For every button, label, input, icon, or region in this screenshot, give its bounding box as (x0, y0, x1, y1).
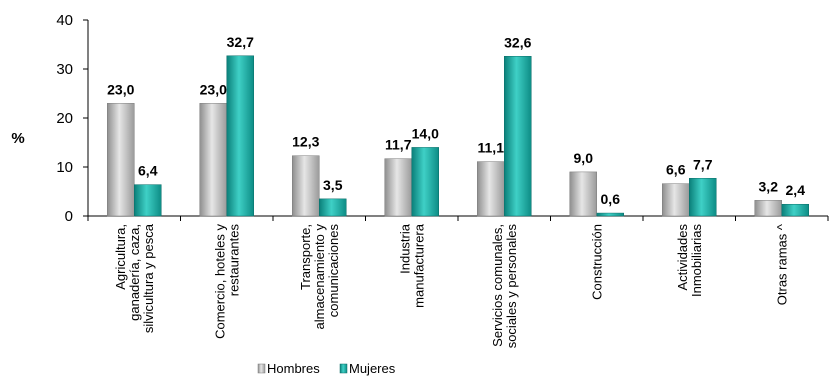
bar-hombres (199, 103, 227, 217)
category-label-line: Inmobiliarias (689, 224, 704, 297)
data-label: 11,7 (385, 137, 412, 153)
data-label: 2,4 (786, 182, 806, 198)
data-labels: 23,0 23,0 12,3 11,7 11,1 9,0 6,6 3,2 6,4 32,7 3,5 1… (107, 34, 805, 207)
category-label: Comercio, hoteles y restaurantes (212, 224, 241, 339)
bar-mujeres (689, 178, 717, 217)
category-label-line: manufacturera (411, 223, 426, 308)
category-label-line: Agricultura, (113, 224, 128, 290)
category-label-line: Transporte, (298, 224, 313, 290)
category-label: Servicios comunales, sociales y personale… (490, 224, 519, 349)
category-label-line: Industria (397, 223, 412, 274)
y-tick-label: 30 (56, 61, 73, 78)
category-label: Agricultura, ganadería, caza, silvicultura… (113, 223, 156, 333)
y-tick-label: 10 (56, 159, 73, 176)
category-label-line: restaurantes (226, 224, 241, 297)
category-label: Transporte, almacenamiento y comunicacione… (298, 224, 341, 330)
bar-mujeres (134, 184, 162, 217)
legend-label-mujeres: Mujeres (349, 361, 396, 376)
data-label: 3,5 (323, 177, 343, 193)
bar-mujeres (319, 198, 347, 217)
bar-mujeres (596, 212, 624, 217)
legend-label-hombres: Hombres (267, 361, 320, 376)
y-tick-label: 0 (65, 208, 73, 225)
data-label: 0,6 (601, 191, 621, 207)
data-label: 6,6 (666, 162, 686, 178)
data-label: 32,7 (227, 34, 254, 50)
category-label-line: Servicios comunales, (490, 224, 505, 347)
category-label-line: Actividades (675, 224, 690, 291)
category-label-line: silvicultura y pesca (141, 223, 156, 333)
bar-hombres (569, 171, 597, 217)
legend-swatch-mujeres (339, 363, 348, 374)
y-tick-label: 40 (56, 12, 73, 29)
bar-hombres (292, 155, 320, 217)
category-label: Actividades Inmobiliarias (675, 224, 704, 297)
category-label-line: comunicaciones (326, 224, 341, 318)
data-label: 7,7 (693, 156, 713, 172)
data-label: 9,0 (574, 150, 594, 166)
data-label: 12,3 (292, 134, 319, 150)
category-label-line: Otras ramas ^ (774, 223, 789, 305)
bar-mujeres (504, 56, 532, 217)
category-label-line: ganadería, caza, (127, 224, 142, 321)
category-labels: Agricultura, ganadería, caza, silvicultura… (113, 223, 790, 348)
category-label-line: sociales y personales (504, 224, 519, 349)
bar-mujeres (781, 203, 809, 217)
bar-mujeres (226, 55, 254, 217)
legend: Hombres Mujeres (257, 361, 396, 376)
data-label: 23,0 (200, 81, 227, 97)
y-tick-label: 20 (56, 110, 73, 127)
data-label: 11,1 (478, 140, 505, 156)
data-label: 32,6 (504, 34, 531, 50)
data-label: 14,0 (412, 125, 439, 141)
category-label: Construcción (589, 224, 604, 300)
category-label-line: Comercio, hoteles y (212, 224, 227, 339)
legend-swatch-hombres (257, 363, 266, 374)
bar-hombres (107, 103, 135, 217)
bars (107, 55, 809, 217)
category-label: Industria manufacturera (397, 223, 426, 308)
bar-mujeres (411, 147, 439, 217)
data-label: 23,0 (107, 81, 134, 97)
y-axis-label: % (11, 130, 24, 147)
data-label: 3,2 (759, 178, 779, 194)
category-label-line: almacenamiento y (312, 224, 327, 330)
data-label: 6,4 (138, 163, 158, 179)
category-label: Otras ramas ^ (774, 223, 789, 305)
bar-hombres (477, 161, 505, 217)
bar-hombres (754, 200, 782, 217)
bar-hombres (662, 183, 690, 217)
bar-hombres (384, 158, 412, 217)
category-label-line: Construcción (589, 224, 604, 300)
